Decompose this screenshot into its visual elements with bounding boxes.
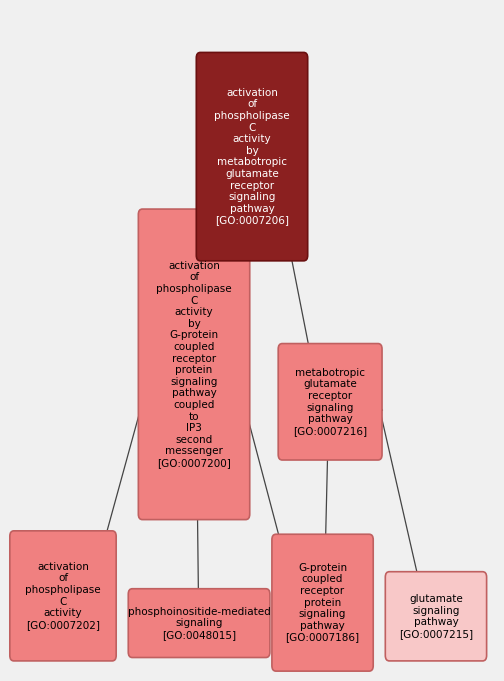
FancyBboxPatch shape bbox=[272, 534, 373, 671]
Text: glutamate
signaling
pathway
[GO:0007215]: glutamate signaling pathway [GO:0007215] bbox=[399, 594, 473, 639]
Text: activation
of
phospholipase
C
activity
[GO:0007202]: activation of phospholipase C activity [… bbox=[25, 562, 101, 630]
FancyBboxPatch shape bbox=[278, 344, 382, 460]
Text: activation
of
phospholipase
C
activity
by
G-protein
coupled
receptor
protein
sig: activation of phospholipase C activity b… bbox=[156, 261, 232, 468]
FancyBboxPatch shape bbox=[128, 588, 270, 658]
FancyBboxPatch shape bbox=[10, 531, 116, 661]
FancyBboxPatch shape bbox=[385, 572, 487, 661]
Text: G-protein
coupled
receptor
protein
signaling
pathway
[GO:0007186]: G-protein coupled receptor protein signa… bbox=[285, 563, 360, 642]
Text: metabotropic
glutamate
receptor
signaling
pathway
[GO:0007216]: metabotropic glutamate receptor signalin… bbox=[293, 368, 367, 436]
Text: activation
of
phospholipase
C
activity
by
metabotropic
glutamate
receptor
signal: activation of phospholipase C activity b… bbox=[214, 88, 290, 225]
FancyBboxPatch shape bbox=[196, 52, 307, 261]
FancyBboxPatch shape bbox=[138, 209, 250, 520]
Text: phosphoinositide-mediated
signaling
[GO:0048015]: phosphoinositide-mediated signaling [GO:… bbox=[128, 607, 271, 639]
